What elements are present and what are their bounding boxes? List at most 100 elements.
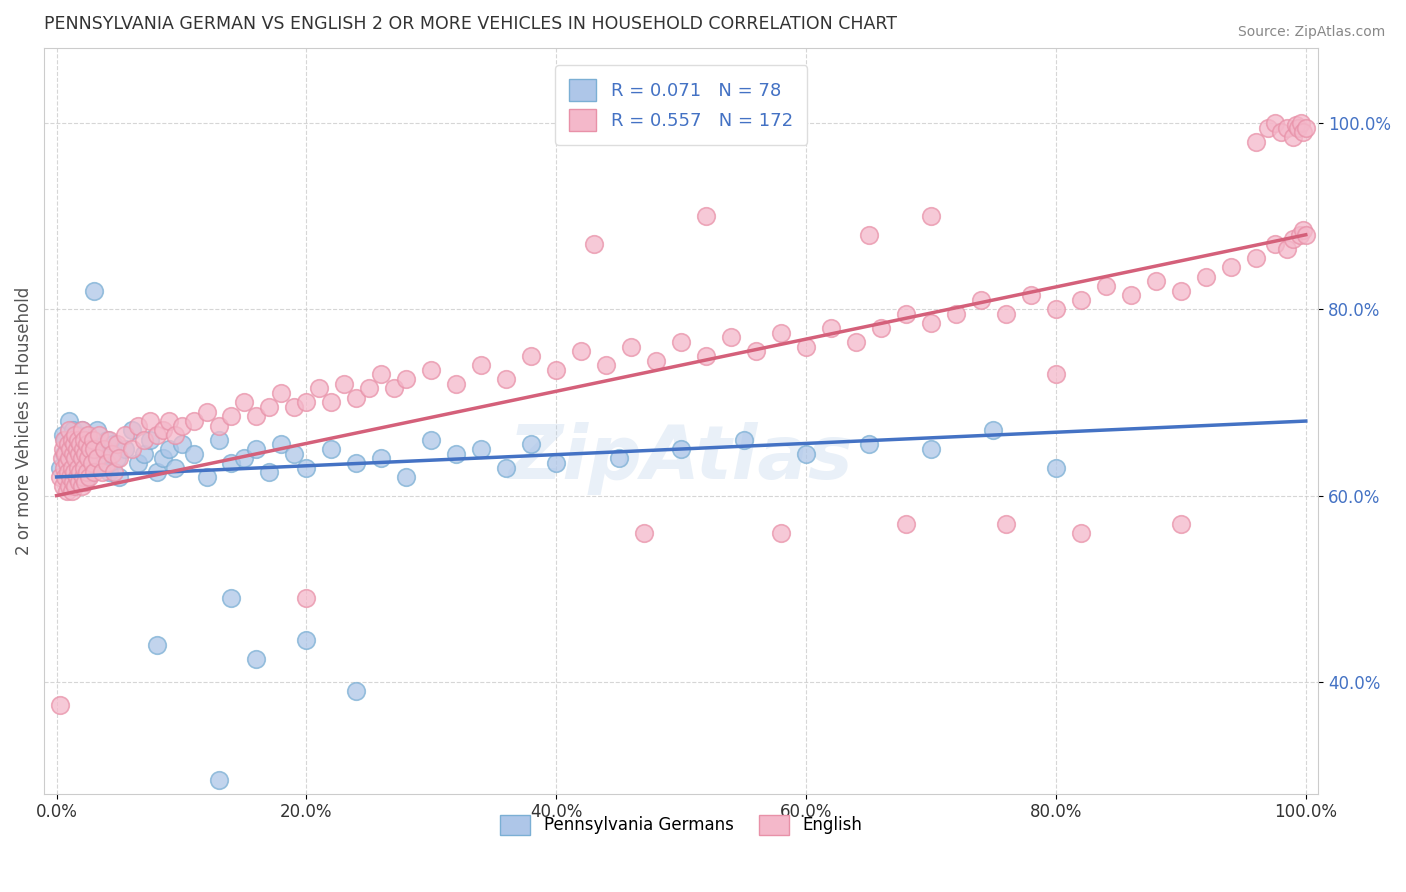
Point: [52, 479, 75, 493]
Point: [70, 423, 93, 437]
Point: [60, 433, 83, 447]
Point: [233, 395, 256, 409]
Point: [59, 442, 82, 456]
Point: [73, 460, 96, 475]
Point: [1286, 120, 1309, 135]
Point: [76, 470, 98, 484]
Point: [195, 470, 218, 484]
Point: [152, 451, 174, 466]
Point: [96, 456, 118, 470]
Point: [794, 339, 817, 353]
Point: [65, 479, 87, 493]
Point: [370, 451, 392, 466]
Point: [695, 209, 717, 223]
Point: [582, 237, 605, 252]
Point: [96, 433, 118, 447]
Point: [75, 447, 97, 461]
Point: [1292, 125, 1315, 139]
Point: [62, 423, 84, 437]
Point: [1045, 460, 1067, 475]
Point: [520, 437, 543, 451]
Point: [295, 395, 318, 409]
Point: [733, 433, 755, 447]
Point: [382, 381, 405, 395]
Point: [370, 368, 392, 382]
Point: [1070, 525, 1092, 540]
Point: [72, 470, 94, 484]
Point: [105, 451, 128, 466]
Point: [470, 358, 492, 372]
Point: [60, 483, 83, 498]
Point: [55, 456, 77, 470]
Point: [1282, 232, 1305, 246]
Point: [56, 437, 79, 451]
Point: [52, 442, 75, 456]
Point: [83, 442, 105, 456]
Point: [157, 442, 180, 456]
Point: [108, 470, 131, 484]
Point: [49, 460, 72, 475]
Point: [90, 465, 112, 479]
Point: [794, 447, 817, 461]
Point: [63, 437, 86, 451]
Point: [70, 479, 93, 493]
Point: [75, 447, 97, 461]
Point: [72, 442, 94, 456]
Point: [720, 330, 742, 344]
Point: [103, 465, 125, 479]
Point: [114, 428, 136, 442]
Point: [89, 456, 111, 470]
Point: [920, 442, 942, 456]
Point: [121, 423, 143, 437]
Point: [321, 395, 343, 409]
Point: [208, 433, 231, 447]
Point: [395, 470, 418, 484]
Point: [170, 418, 193, 433]
Point: [395, 372, 418, 386]
Point: [770, 525, 793, 540]
Point: [73, 437, 96, 451]
Point: [1295, 120, 1317, 135]
Point: [1275, 242, 1298, 256]
Point: [65, 442, 87, 456]
Point: [65, 428, 87, 442]
Point: [945, 307, 967, 321]
Point: [420, 363, 443, 377]
Point: [83, 284, 105, 298]
Point: [114, 442, 136, 456]
Point: [67, 447, 90, 461]
Point: [58, 451, 80, 466]
Point: [1219, 260, 1241, 275]
Point: [55, 470, 77, 484]
Point: [695, 349, 717, 363]
Point: [669, 334, 692, 349]
Point: [67, 475, 90, 489]
Point: [58, 442, 80, 456]
Point: [1095, 279, 1118, 293]
Point: [76, 428, 98, 442]
Point: [108, 451, 131, 466]
Point: [1019, 288, 1042, 302]
Point: [208, 418, 231, 433]
Point: [152, 423, 174, 437]
Point: [72, 456, 94, 470]
Text: Source: ZipAtlas.com: Source: ZipAtlas.com: [1237, 25, 1385, 39]
Point: [65, 451, 87, 466]
Point: [65, 433, 87, 447]
Point: [983, 423, 1005, 437]
Point: [221, 409, 243, 424]
Point: [53, 433, 76, 447]
Point: [283, 400, 305, 414]
Point: [770, 326, 793, 340]
Text: ZipAtlas: ZipAtlas: [509, 422, 853, 495]
Point: [58, 414, 80, 428]
Point: [233, 451, 256, 466]
Point: [1264, 237, 1286, 252]
Point: [183, 447, 205, 461]
Text: PENNSYLVANIA GERMAN VS ENGLISH 2 OR MORE VEHICLES IN HOUSEHOLD CORRELATION CHART: PENNSYLVANIA GERMAN VS ENGLISH 2 OR MORE…: [44, 15, 897, 33]
Point: [270, 437, 292, 451]
Point: [1070, 293, 1092, 307]
Point: [127, 418, 149, 433]
Point: [145, 638, 167, 652]
Point: [970, 293, 993, 307]
